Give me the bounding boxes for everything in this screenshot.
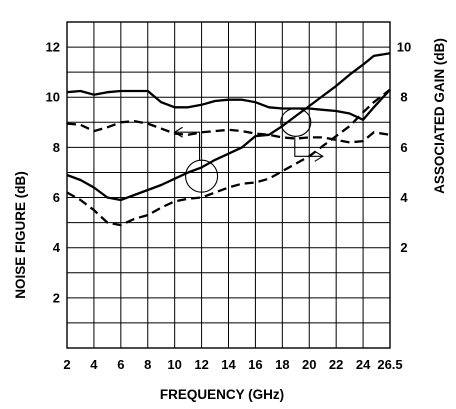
x-tick-label: 16 — [248, 357, 262, 372]
x-tick-label: 20 — [302, 357, 316, 372]
noise-figure-solid-line — [66, 52, 391, 202]
noise-callout-circle — [185, 159, 219, 193]
plot-frame — [66, 21, 391, 349]
x-tick-label: 4 — [90, 357, 98, 372]
grid — [66, 21, 391, 349]
right-axis-tick-label: 10 — [397, 40, 411, 55]
right-axis-tick-label: 4 — [400, 190, 408, 205]
left-axis-tick-label: 10 — [46, 90, 60, 105]
right-axis-tick-label: 8 — [400, 90, 407, 105]
left-axis-tick-label: 6 — [53, 190, 60, 205]
noise-figure-dashed-line — [66, 88, 391, 227]
x-tick-label: 6 — [117, 357, 124, 372]
x-tick-label: 24 — [356, 357, 371, 372]
left-axis-title: NOISE FIGURE (dB) — [13, 171, 28, 299]
annotations — [173, 107, 324, 193]
left-axis-tick-label: 2 — [53, 290, 60, 305]
x-tick-label: 10 — [167, 357, 181, 372]
x-tick-label: 8 — [144, 357, 151, 372]
right-axis-tick-label: 6 — [400, 140, 407, 155]
left-axis-tick-label: 12 — [46, 40, 60, 55]
noise-callout-leader — [174, 131, 201, 161]
series-layer — [66, 52, 391, 227]
right-axis-tick-label: 2 — [400, 240, 407, 255]
x-tick-label: 12 — [194, 357, 208, 372]
left-arrow-icon — [173, 126, 183, 138]
right-axis-title: ASSOCIATED GAIN (dB) — [432, 38, 447, 194]
x-axis-title: FREQUENCY (GHz) — [160, 387, 284, 402]
x-tick-label: 2 — [63, 357, 70, 372]
left-axis-tick-label: 8 — [53, 140, 60, 155]
gain-callout-leader — [294, 136, 323, 157]
x-tick-label: 26.5 — [377, 357, 402, 372]
x-tick-label: 18 — [275, 357, 289, 372]
associated-gain-dashed-line — [66, 119, 391, 144]
associated-gain-solid-line — [66, 88, 391, 121]
x-tick-label: 14 — [221, 357, 236, 372]
left-axis-tick-label: 4 — [53, 240, 61, 255]
x-tick-label: 22 — [329, 357, 343, 372]
gain-callout-circle — [280, 107, 312, 137]
right-arrow-icon — [314, 150, 324, 162]
